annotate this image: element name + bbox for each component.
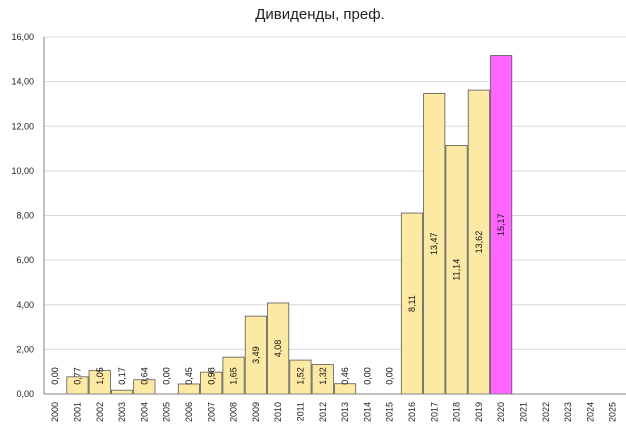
data-label-2003: 0,17 [117, 367, 127, 385]
x-tick-label: 2019 [474, 402, 484, 422]
data-label-2009: 3,49 [251, 346, 261, 364]
bar-2003 [111, 389, 134, 395]
data-label-2019: 13,62 [474, 231, 484, 254]
x-axis-ticks: 2000 2001 2002 2003 2004 2005 2006 2007 2008 2009… [50, 402, 618, 422]
x-tick-label: 2005 [162, 402, 172, 422]
data-label-2014: 0,00 [362, 367, 372, 385]
x-tick-label: 2014 [362, 402, 372, 422]
x-tick-label: 2022 [541, 402, 551, 422]
grid-lines [44, 36, 626, 350]
y-tick-label: 0,00 [16, 389, 34, 399]
x-tick-label: 2020 [496, 402, 506, 422]
x-tick-label: 2013 [340, 402, 350, 422]
x-tick-label: 2007 [206, 402, 216, 422]
data-label-2008: 1,65 [229, 367, 239, 385]
data-label-2007: 0,98 [206, 367, 216, 385]
data-label-2000: 0,00 [50, 367, 60, 385]
y-tick-label: 4,00 [16, 300, 34, 310]
x-tick-label: 2012 [318, 402, 328, 422]
y-tick-label: 2,00 [16, 344, 34, 354]
x-tick-label: 2023 [563, 402, 573, 422]
x-tick-label: 2015 [385, 402, 395, 422]
x-tick-label: 2010 [273, 402, 283, 422]
x-tick-label: 2017 [429, 402, 439, 422]
data-labels: 0,00 0,77 1,05 0,17 0,64 0,00 0,45 0,98 1,65 3,49… [50, 213, 506, 384]
x-tick-label: 2021 [518, 402, 528, 422]
y-tick-label: 6,00 [16, 255, 34, 265]
x-tick-label: 2008 [229, 402, 239, 422]
data-label-2012: 1,32 [318, 367, 328, 385]
x-tick-label: 2018 [452, 402, 462, 422]
data-label-2011: 1,52 [295, 367, 305, 385]
x-tick-label: 2003 [117, 402, 127, 422]
x-tick-label: 2006 [184, 402, 194, 422]
y-tick-label: 16,00 [11, 32, 34, 42]
y-tick-label: 14,00 [11, 77, 34, 87]
x-tick-label: 2002 [95, 402, 105, 422]
data-label-2013: 0,46 [340, 367, 350, 385]
x-tick-label: 2025 [608, 402, 618, 422]
data-label-2020: 15,17 [496, 213, 506, 236]
data-label-2002: 1,05 [95, 367, 105, 385]
bars [66, 55, 513, 395]
data-label-2016: 8,11 [407, 295, 417, 312]
x-tick-label: 2009 [251, 402, 261, 422]
data-label-2005: 0,00 [162, 367, 172, 385]
data-label-2010: 4,08 [273, 340, 283, 358]
y-tick-label: 12,00 [11, 121, 34, 131]
x-tick-label: 2016 [407, 402, 417, 422]
data-label-2006: 0,45 [184, 367, 194, 385]
chart-title: Дивиденды, преф. [255, 6, 384, 23]
x-tick-label: 2004 [139, 402, 149, 422]
x-tick-label: 2024 [585, 402, 595, 422]
x-tick-label: 2000 [50, 402, 60, 422]
data-label-2017: 13,47 [429, 232, 439, 255]
x-tick-label: 2011 [295, 402, 305, 421]
data-label-2004: 0,64 [139, 367, 149, 385]
data-label-2015: 0,00 [385, 367, 395, 385]
x-tick-label: 2001 [72, 402, 82, 422]
y-tick-label: 8,00 [16, 211, 34, 221]
data-label-2018: 11,14 [452, 259, 462, 281]
y-tick-label: 10,00 [11, 166, 34, 176]
y-axis-ticks: 0,00 2,00 4,00 6,00 8,00 10,00 12,00 14,00 16,00 [11, 32, 34, 399]
data-label-2001: 0,77 [72, 367, 82, 385]
axes [43, 37, 626, 395]
